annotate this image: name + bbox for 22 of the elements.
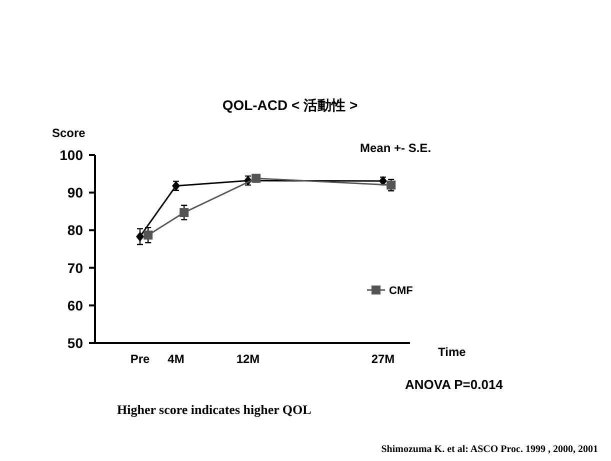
y-tick-label: 70 [67, 260, 84, 276]
text: ANOVA P=0.014 [405, 377, 504, 392]
legend-label: CMF [389, 285, 414, 297]
y-tick-label: 60 [67, 297, 84, 314]
point [136, 232, 144, 242]
text: Shimozuma K. et al: ASCO Proc. 1999 , 2000, 2001 [381, 444, 598, 455]
legend-item: CMF [367, 285, 413, 297]
point [180, 208, 189, 218]
text: Higher score indicates higher QOL [117, 402, 312, 417]
y-tick-label: 90 [67, 184, 84, 201]
x-tick-label: Pre [130, 352, 150, 366]
x-tick-label: 4M [168, 352, 184, 366]
y-axis-title: Score [52, 126, 86, 140]
chart-title: QOL-ACD < 活動性 > [222, 97, 358, 113]
x-axis-title: Time [438, 345, 466, 359]
y-tick-label: 50 [67, 335, 84, 351]
x-tick-label: 12M [236, 352, 260, 366]
point [144, 230, 153, 240]
y-tick-label: 100 [60, 147, 84, 163]
y-tick-label: 80 [67, 222, 84, 238]
x-tick-label: 27M [371, 352, 395, 366]
annotation: Mean +- S.E. [360, 141, 432, 155]
